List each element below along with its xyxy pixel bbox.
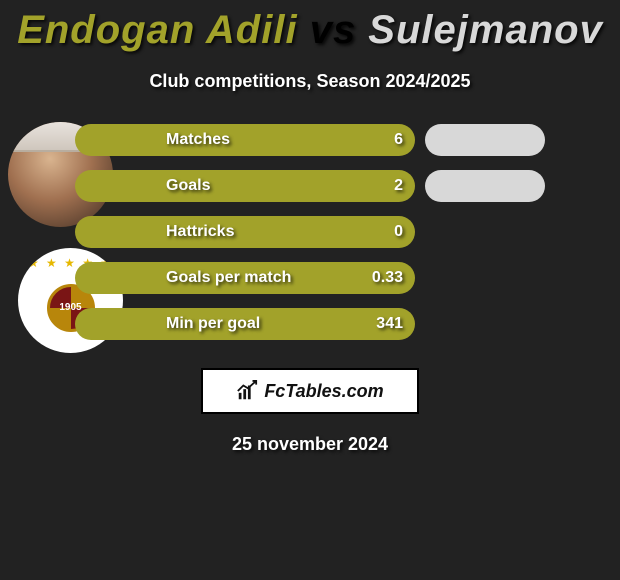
player1-stat-pill: Min per goal 341 xyxy=(75,308,415,340)
player2-stat-pill xyxy=(425,216,545,248)
vs-text: vs xyxy=(298,8,369,52)
player1-stat-value: 2 xyxy=(394,177,403,195)
player2-stat-pill xyxy=(425,308,545,340)
player2-name: Sulejmanov xyxy=(368,8,603,52)
player2-stat-pill xyxy=(425,170,545,202)
club-year: 1905 xyxy=(59,302,81,313)
stat-label: Goals xyxy=(166,177,324,195)
player1-stat-pill: Goals 2 xyxy=(75,170,415,202)
stat-row: Matches 6 xyxy=(0,124,620,156)
player1-name: Endogan Adili xyxy=(17,8,297,52)
player2-stat-pill xyxy=(425,124,545,156)
player1-stat-value: 6 xyxy=(394,131,403,149)
stat-row: Goals per match 0.33 xyxy=(0,262,620,294)
player2-stat-pill xyxy=(425,262,545,294)
player1-stat-value: 0.33 xyxy=(372,269,403,287)
player1-stat-value: 341 xyxy=(376,315,403,333)
comparison-title: Endogan Adili vs Sulejmanov xyxy=(0,0,620,53)
brand-watermark: FcTables.com xyxy=(201,368,419,414)
stat-label: Hattricks xyxy=(166,223,324,241)
stat-label: Goals per match xyxy=(166,269,324,287)
player1-stat-pill: Matches 6 xyxy=(75,124,415,156)
snapshot-date: 25 november 2024 xyxy=(0,434,620,455)
stat-row: Goals 2 xyxy=(0,170,620,202)
brand-text: FcTables.com xyxy=(264,381,383,402)
stat-row: Min per goal 341 xyxy=(0,308,620,340)
stat-label: Min per goal xyxy=(166,315,324,333)
subtitle: Club competitions, Season 2024/2025 xyxy=(0,71,620,92)
player1-stat-pill: Goals per match 0.33 xyxy=(75,262,415,294)
player1-stat-value: 0 xyxy=(394,223,403,241)
chart-icon xyxy=(236,380,258,402)
player1-stat-pill: Hattricks 0 xyxy=(75,216,415,248)
stat-row: Hattricks 0 xyxy=(0,216,620,248)
stat-label: Matches xyxy=(166,131,324,149)
